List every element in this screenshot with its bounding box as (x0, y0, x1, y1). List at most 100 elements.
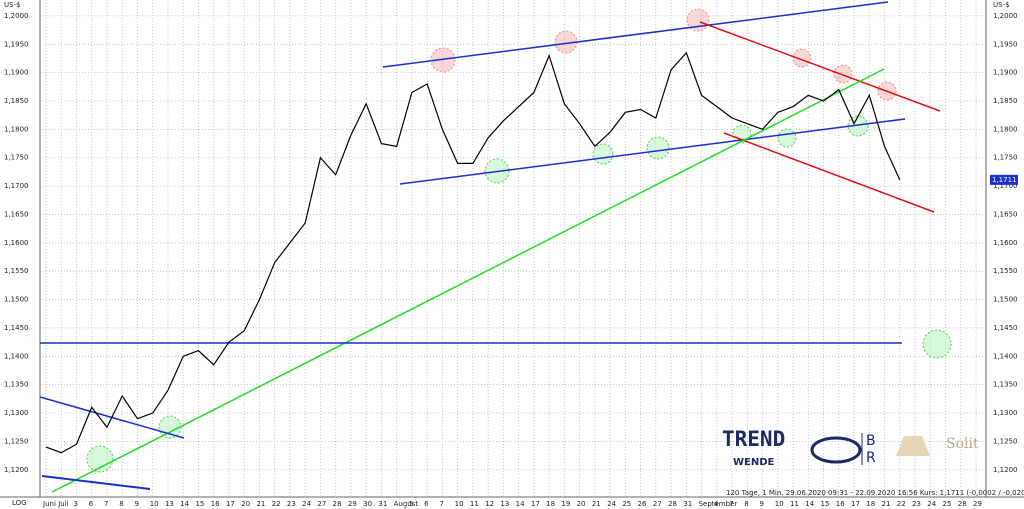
y-tick-label: 1,1500 (4, 296, 29, 304)
grid (40, 0, 986, 497)
x-tick-label: 10 (150, 500, 159, 508)
x-tick-label: 24 (607, 500, 616, 508)
y-tick-label: 1,1800 (993, 125, 1018, 133)
unit-label: US-$ (4, 1, 21, 9)
y-tick-label: 1,1750 (993, 154, 1018, 162)
x-tick-label: 15 (821, 500, 830, 508)
x-tick-label: 24 (927, 500, 936, 508)
x-tick-label: 10 (455, 500, 464, 508)
x-tick-label: 16 (211, 500, 220, 508)
x-tick-label: 31 (378, 500, 387, 508)
x-tick-label: 14 (180, 500, 189, 508)
x-tick-label: 7 (439, 500, 443, 508)
trend-line (51, 68, 885, 493)
x-tick-label: 12 (485, 500, 494, 508)
x-tick-label: 5 (409, 500, 413, 508)
y-tick-label: 1,1300 (993, 409, 1018, 417)
y-tick-label: 1,1500 (993, 296, 1018, 304)
support-marker (86, 445, 114, 473)
x-tick-label: 17 (531, 500, 540, 508)
y-tick-label: 1,1850 (993, 97, 1018, 105)
y-tick-label: 1,1700 (993, 182, 1018, 190)
y-tick-label: 1,1300 (4, 409, 29, 417)
x-tick-label: 24 (302, 500, 311, 508)
x-tick-label: Juni (42, 500, 56, 508)
support-marker (646, 136, 670, 160)
x-tick-label: 28 (668, 500, 677, 508)
x-tick-label: 8 (744, 500, 748, 508)
y-tick-label: 1,1450 (4, 324, 29, 332)
trend-lines (39, 1, 941, 493)
x-tick-label: 23 (287, 500, 296, 508)
info-text: 120 Tage, 1 Min. 29.06.2020 09:31 - 22.0… (726, 489, 1024, 497)
unit-label: US-$ (993, 1, 1010, 9)
x-tick-label: 17 (851, 500, 860, 508)
x-tick-label: 29 (973, 500, 982, 508)
x-tick-label: 7 (729, 500, 733, 508)
y-tick-label: 1,1650 (993, 210, 1018, 218)
y-tick-label: 1,2000 (4, 12, 29, 20)
x-tick-label: 28 (958, 500, 967, 508)
series (45, 51, 901, 454)
logos: TREND WENDE B R Solit (722, 427, 979, 468)
logo-text: WENDE (733, 457, 775, 468)
price-tag (990, 174, 1018, 185)
x-tick-label: 10 (775, 500, 784, 508)
channel-line (382, 1, 889, 68)
x-tick-label: 4 (714, 500, 719, 508)
x-tick-label: 3 (73, 500, 77, 508)
resistance-marker (833, 64, 853, 84)
y-tick-label: 1,1750 (4, 154, 29, 162)
x-tick-label: 21 (256, 500, 265, 508)
y-tick-label: 1,1350 (4, 381, 29, 389)
x-tick-label: 30 (363, 500, 372, 508)
support-marker (777, 128, 797, 148)
x-tick-label: 28 (333, 500, 342, 508)
x-tick-label: 14 (516, 500, 525, 508)
x-tick-label: 25 (943, 500, 952, 508)
x-tick-label: 18 (866, 500, 875, 508)
y-tick-label: 1,1250 (4, 437, 29, 445)
x-tick-label: 15 (195, 500, 204, 508)
y-tick-label: 1,1850 (4, 97, 29, 105)
x-tick-label: 27 (653, 500, 662, 508)
x-tick-label: 9 (760, 500, 764, 508)
channel-line (723, 132, 935, 213)
x-tick-label: 11 (790, 500, 799, 508)
x-tick-label: 6 (424, 500, 429, 508)
y-tick-label: 1,1700 (4, 182, 29, 190)
logo-text: B (866, 433, 876, 449)
price-tag-label: 1,1711 (992, 176, 1017, 184)
y-tick-label: 1,1450 (993, 324, 1018, 332)
y-tick-label: 1,1950 (4, 40, 29, 48)
x-tick-label: 14 (805, 500, 814, 508)
x-tick-label: 11 (470, 500, 479, 508)
target-marker (922, 329, 952, 359)
y-tick-label: 1,1900 (4, 69, 29, 77)
x-tick-label: 13 (500, 500, 509, 508)
x-tick-label: 31 (683, 500, 692, 508)
x-tick-label: 20 (241, 500, 250, 508)
y-tick-label: 1,1600 (4, 239, 29, 247)
x-tick-label: 25 (622, 500, 631, 508)
y-tick-label: 1,1400 (4, 352, 29, 360)
x-tick-label: 22 (272, 500, 281, 508)
trend-line (41, 475, 151, 490)
x-tick-label: 9 (134, 500, 138, 508)
x-tick-label: 18 (546, 500, 555, 508)
x-tick-label: 19 (561, 500, 570, 508)
x-tick-label: 26 (638, 500, 647, 508)
y-tick-label: 1,1900 (993, 69, 1018, 77)
x-tick-label: 7 (104, 500, 108, 508)
channel-line (699, 21, 941, 112)
logo-text: Solit (946, 436, 979, 452)
channel-line (399, 118, 906, 185)
x-tick-label: 6 (89, 500, 94, 508)
x-tick-label: 22 (897, 500, 906, 508)
price-line (45, 51, 901, 454)
resistance-marker (792, 48, 812, 68)
x-tick-label: Juli (57, 500, 68, 508)
x-tick-label: 8 (119, 500, 123, 508)
y-tick-label: 1,1400 (993, 352, 1018, 360)
